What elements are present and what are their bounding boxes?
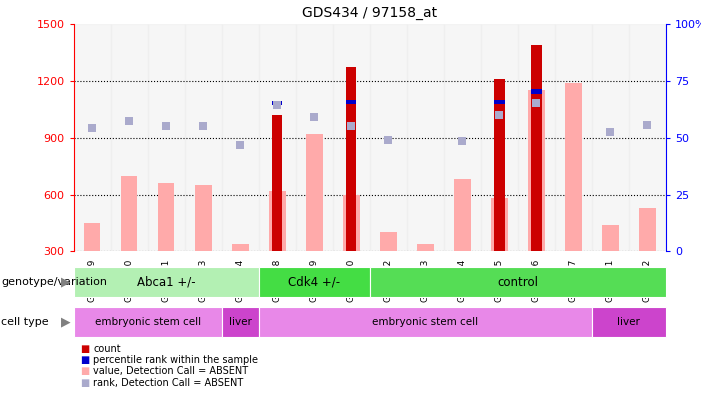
Bar (333, 24, 370, 251)
Text: ■: ■ (81, 355, 90, 366)
Bar (370, 24, 407, 251)
Bar (491, 198, 508, 251)
Bar (259, 307, 592, 337)
Text: liver: liver (618, 317, 641, 327)
Bar (343, 194, 360, 251)
Bar (259, 267, 370, 297)
Bar (222, 24, 259, 251)
Text: cell type: cell type (1, 316, 49, 327)
Bar (222, 307, 259, 337)
Text: embryonic stem cell: embryonic stem cell (95, 317, 200, 327)
Bar (272, 101, 283, 105)
Text: liver: liver (229, 317, 252, 327)
Bar (74, 267, 259, 297)
Bar (306, 134, 322, 251)
Bar (494, 100, 505, 105)
Bar (296, 24, 333, 251)
Text: Abca1 +/-: Abca1 +/- (137, 276, 196, 289)
Text: ■: ■ (81, 377, 90, 388)
Bar (380, 232, 397, 251)
Bar (417, 244, 434, 251)
Bar (111, 24, 148, 251)
Bar (158, 183, 175, 251)
Bar (370, 267, 666, 297)
Bar (259, 24, 296, 251)
Bar (565, 83, 582, 251)
Text: ▶: ▶ (60, 276, 70, 289)
Bar (481, 24, 518, 251)
Text: genotype/variation: genotype/variation (1, 277, 107, 287)
Bar (195, 185, 212, 251)
Text: ■: ■ (81, 366, 90, 377)
Bar (454, 179, 470, 251)
Text: percentile rank within the sample: percentile rank within the sample (93, 355, 258, 366)
Bar (269, 191, 285, 251)
Bar (74, 24, 111, 251)
Bar (528, 90, 545, 251)
Bar (602, 225, 619, 251)
Bar (518, 24, 555, 251)
Bar (494, 79, 505, 251)
Bar (346, 67, 356, 251)
Text: control: control (498, 276, 538, 289)
Bar (629, 24, 666, 251)
Bar (531, 45, 542, 251)
Text: ▶: ▶ (60, 315, 70, 328)
Bar (74, 307, 222, 337)
Bar (121, 175, 137, 251)
Bar (592, 24, 629, 251)
Bar (639, 208, 655, 251)
Bar (84, 223, 100, 251)
Bar (232, 244, 249, 251)
Text: Cdk4 +/-: Cdk4 +/- (288, 276, 340, 289)
Text: embryonic stem cell: embryonic stem cell (372, 317, 478, 327)
Bar (184, 24, 222, 251)
Bar (531, 89, 542, 94)
Bar (555, 24, 592, 251)
Bar (346, 100, 356, 105)
Text: rank, Detection Call = ABSENT: rank, Detection Call = ABSENT (93, 377, 243, 388)
Text: count: count (93, 344, 121, 354)
Bar (592, 307, 666, 337)
Bar (272, 115, 283, 251)
Title: GDS434 / 97158_at: GDS434 / 97158_at (302, 6, 437, 20)
Text: ■: ■ (81, 344, 90, 354)
Text: value, Detection Call = ABSENT: value, Detection Call = ABSENT (93, 366, 248, 377)
Bar (444, 24, 481, 251)
Bar (407, 24, 444, 251)
Bar (148, 24, 184, 251)
